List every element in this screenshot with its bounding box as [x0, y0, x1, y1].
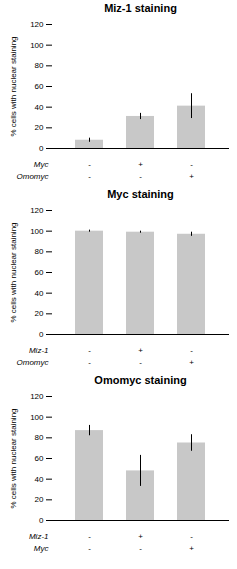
svg-text:-: - — [139, 358, 142, 367]
svg-text:40: 40 — [35, 475, 44, 484]
svg-text:100: 100 — [30, 41, 44, 50]
svg-text:-: - — [88, 172, 91, 181]
html-text:Miz-1 staining: Miz-1 staining — [104, 2, 177, 14]
svg-text:80: 80 — [35, 247, 44, 256]
svg-text:-: - — [88, 544, 91, 553]
svg-text:100: 100 — [30, 227, 44, 236]
svg-text:+: + — [189, 358, 194, 367]
svg-text:Omomyc: Omomyc — [17, 358, 49, 367]
svg-text:-: - — [190, 346, 193, 355]
svg-text:120: 120 — [30, 20, 44, 29]
svg-text:Myc: Myc — [34, 160, 49, 169]
svg-text:0: 0 — [39, 144, 44, 153]
svg-text:-: - — [190, 532, 193, 541]
svg-text:40: 40 — [35, 103, 44, 112]
svg-text:60: 60 — [35, 268, 44, 277]
svg-text:Miz-1: Miz-1 — [29, 532, 49, 541]
svg-text:-: - — [139, 544, 142, 553]
svg-text:20: 20 — [35, 309, 44, 318]
svg-text:Myc: Myc — [34, 544, 49, 553]
svg-text:40: 40 — [35, 289, 44, 298]
svg-text:-: - — [88, 532, 91, 541]
svg-text:80: 80 — [35, 61, 44, 70]
svg-text:+: + — [189, 172, 194, 181]
svg-text:% cells with nuclear staining: % cells with nuclear staining — [9, 222, 18, 322]
svg-text:100: 100 — [30, 413, 44, 422]
svg-text:20: 20 — [35, 495, 44, 504]
svg-text:-: - — [88, 358, 91, 367]
svg-text:60: 60 — [35, 454, 44, 463]
svg-text:20: 20 — [35, 123, 44, 132]
svg-text:0: 0 — [39, 330, 44, 339]
html-text:Omomyc staining: Omomyc staining — [94, 374, 187, 386]
svg-text:0: 0 — [39, 516, 44, 525]
svg-text:-: - — [190, 160, 193, 169]
svg-text:+: + — [138, 346, 143, 355]
svg-text:Miz-1: Miz-1 — [29, 346, 49, 355]
svg-text:80: 80 — [35, 433, 44, 442]
svg-text:+: + — [138, 160, 143, 169]
svg-text:120: 120 — [30, 392, 44, 401]
svg-text:-: - — [88, 346, 91, 355]
svg-text:+: + — [138, 532, 143, 541]
svg-text:-: - — [139, 172, 142, 181]
svg-text:+: + — [189, 544, 194, 553]
html-text:Myc staining: Myc staining — [107, 188, 174, 200]
svg-text:120: 120 — [30, 206, 44, 215]
svg-text:-: - — [88, 160, 91, 169]
svg-text:% cells with nuclear staining: % cells with nuclear staining — [9, 36, 18, 136]
svg-text:% cells with nuclear staining: % cells with nuclear staining — [9, 408, 18, 508]
svg-text:Omomyc: Omomyc — [17, 172, 49, 181]
svg-text:60: 60 — [35, 82, 44, 91]
